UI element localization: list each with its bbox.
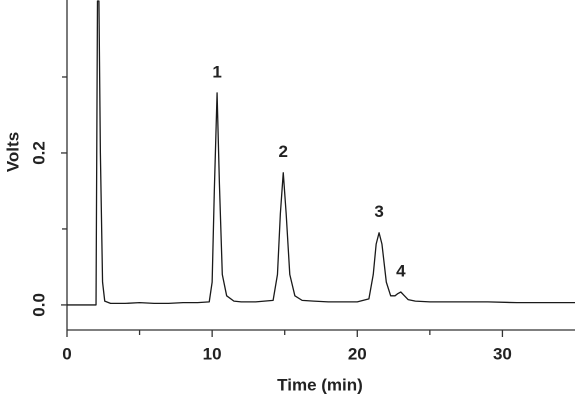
peak-label: 3 (374, 202, 383, 221)
signal-trace (67, 0, 575, 306)
x-axis-label: Time (min) (277, 375, 363, 394)
peak-label: 4 (396, 261, 406, 280)
x-tick-label: 0 (62, 344, 71, 363)
x-tick-label: 30 (493, 344, 512, 363)
y-axis-label: Volts (3, 132, 22, 172)
y-tick-label: 0.2 (29, 141, 48, 165)
x-tick-label: 20 (348, 344, 367, 363)
peak-label: 1 (212, 62, 221, 81)
y-tick-label: 0.0 (29, 293, 48, 317)
x-tick-label: 10 (203, 344, 222, 363)
peak-label: 2 (279, 142, 288, 161)
